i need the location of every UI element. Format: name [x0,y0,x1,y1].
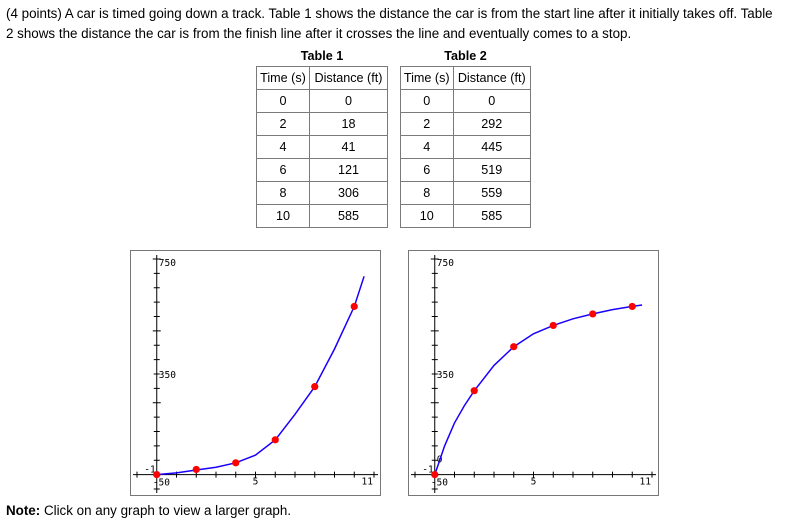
table-row: 6 121 [256,158,389,182]
table-row: 8 559 [400,181,532,205]
time-cell: 0 [256,89,310,113]
data-point [232,459,240,467]
time-cell: 8 [400,181,454,205]
time-cell: 2 [400,112,454,136]
table-2: Table 2 Time (s) Distance (ft) 0 0 2 292 4 44… [400,45,532,228]
note: Note: Click on any graph to view a large… [6,503,291,518]
table-row: 4 445 [400,135,532,159]
time-cell: 4 [256,135,310,159]
x-min-label: -1 [422,465,434,476]
table-row: 4 41 [256,135,389,159]
y-max-label: 750 [437,258,454,269]
table-1: Table 1 Time (s) Distance (ft) 0 0 2 18 4 41 6… [256,45,389,228]
problem-statement: (4 points) A car is timed going down a t… [6,6,773,41]
x-max-label: 11 [640,477,652,488]
table-row: 6 519 [400,158,532,182]
distance-cell: 306 [308,181,389,205]
graph-1[interactable]: 750 350 -50 -1 5 11 [130,250,381,496]
table-2-header-distance: Distance (ft) [452,66,532,90]
time-cell: 6 [400,158,454,182]
y-min-label: -50 [153,478,170,489]
table-row: 2 18 [256,112,389,136]
table-1-header-time: Time (s) [256,66,310,90]
distance-cell: 292 [452,112,532,136]
table-2-header-time: Time (s) [400,66,454,90]
data-point [271,436,279,444]
data-point [510,343,518,351]
time-cell: 6 [256,158,310,182]
y-mid-label: 350 [159,370,176,381]
distance-cell: 559 [452,181,532,205]
data-point [470,387,478,395]
time-cell: 10 [256,204,310,228]
distance-cell: 18 [308,112,389,136]
x-mid-label: 5 [531,477,537,488]
data-point [431,471,439,479]
distance-cell: 585 [452,204,532,228]
note-label: Note: [6,503,41,518]
time-cell: 4 [400,135,454,159]
fitted-curve [156,276,365,476]
distance-cell: 585 [308,204,389,228]
time-cell: 10 [400,204,454,228]
note-text: Click on any graph to view a larger grap… [40,503,292,518]
x-mid-label: 5 [253,477,259,488]
x-min-label: -1 [144,465,156,476]
fitted-curve [434,304,643,475]
y-min-label: -50 [431,478,448,489]
table-row: 8 306 [256,181,389,205]
time-cell: 0 [400,89,454,113]
data-point [192,465,200,474]
graph-1-plot[interactable]: 750 350 -50 -1 5 11 [131,251,380,495]
distance-cell: 121 [308,158,389,182]
data-point [153,471,161,479]
time-cell: 8 [256,181,310,205]
distance-cell: 0 [308,89,389,113]
data-point [549,321,557,330]
table-1-header-distance: Distance (ft) [308,66,389,90]
table-row: 10 585 [256,204,389,228]
x-max-label: 11 [362,477,374,488]
table-row: 10 585 [400,204,532,228]
data-point [311,383,319,391]
table-row: 2 292 [400,112,532,136]
distance-cell: 445 [452,135,532,159]
distance-cell: 519 [452,158,532,182]
data-point [350,302,358,311]
time-cell: 2 [256,112,310,136]
data-point [589,310,597,318]
table-2-title: Table 2 [444,48,487,63]
graph-2[interactable]: 750 350 -50 -1 5 11 0 [408,250,659,496]
data-point [628,302,636,311]
distance-cell: 41 [308,135,389,159]
distance-cell: 0 [452,89,532,113]
table-1-title: Table 1 [300,48,344,63]
y-max-label: 750 [159,258,176,269]
y-mid-label: 350 [437,370,454,381]
